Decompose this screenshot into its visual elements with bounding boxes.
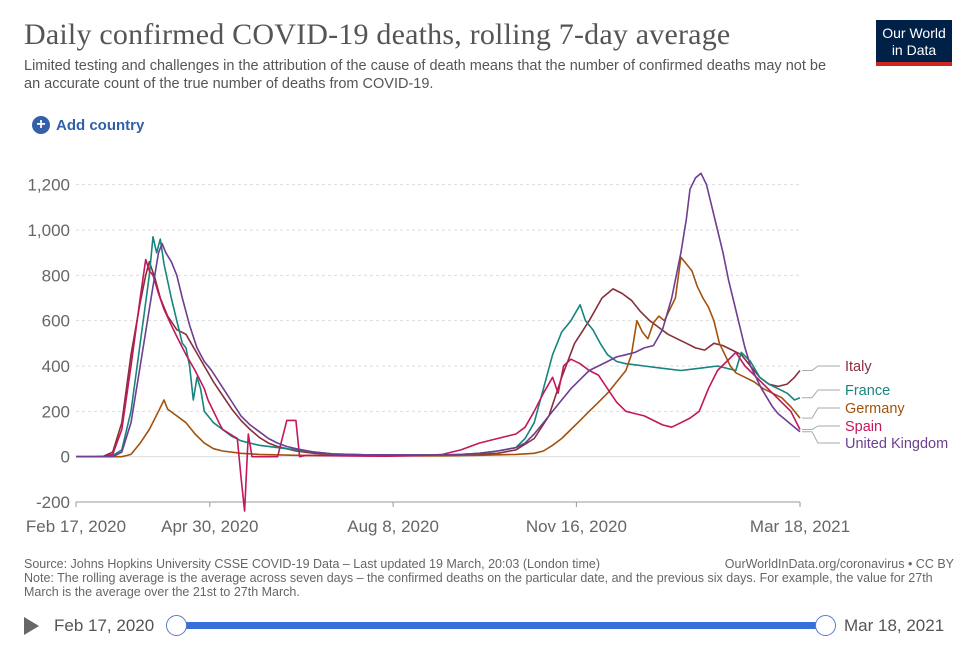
y-tick-label: -200 — [36, 493, 70, 512]
chart-subtitle: Limited testing and challenges in the at… — [24, 58, 827, 92]
legend-connector — [802, 431, 840, 444]
plus-circle-icon: + — [32, 116, 50, 134]
y-tick-label: 0 — [61, 448, 70, 467]
source-text: Source: Johns Hopkins University CSSE CO… — [24, 557, 600, 571]
legend-label-germany: Germany — [845, 401, 905, 417]
owid-logo[interactable]: Our World in Data — [876, 20, 952, 66]
x-tick-label: Feb 17, 2020 — [26, 517, 126, 536]
legend-connector — [802, 407, 840, 419]
timeline-start-handle[interactable] — [166, 615, 187, 636]
timeline-start-label: Feb 17, 2020 — [54, 616, 155, 635]
legend-label-united-kingdom: United Kingdom — [845, 436, 948, 452]
timeline-end-handle[interactable] — [815, 615, 836, 636]
play-icon[interactable] — [24, 617, 39, 635]
y-tick-label: 800 — [42, 266, 70, 285]
legend-label-spain: Spain — [845, 419, 882, 435]
y-tick-label: 1,200 — [27, 176, 70, 195]
series-line-italy — [76, 260, 801, 458]
timeline-slider[interactable]: Feb 17, 2020 Mar 18, 2021 — [24, 612, 954, 640]
timeline-end-label: Mar 18, 2021 — [844, 616, 945, 635]
chart-title: Daily confirmed COVID-19 deaths, rolling… — [24, 18, 731, 51]
add-country-button[interactable]: + Add country — [32, 116, 144, 134]
x-tick-label: Mar 18, 2021 — [750, 517, 850, 536]
series-line-germany — [76, 256, 801, 458]
legend-label-france: France — [845, 383, 890, 399]
legend-connector — [802, 365, 840, 372]
y-tick-label: 1,000 — [27, 221, 70, 240]
chart-footer: Source: Johns Hopkins University CSSE CO… — [24, 557, 954, 599]
legend-connector — [802, 425, 840, 430]
line-chart: -200 0 200 400 600 800 1,000 1,200 Feb 17, 2020 A… — [26, 172, 948, 536]
add-country-label: Add country — [56, 116, 145, 134]
x-tick-label: Apr 30, 2020 — [161, 517, 258, 536]
logo-line-2: in Data — [891, 42, 937, 58]
y-tick-label: 400 — [42, 357, 70, 376]
legend-connector — [802, 389, 840, 399]
credit-link[interactable]: OurWorldInData.org/coronavirus • CC BY — [724, 557, 954, 571]
y-tick-label: 200 — [42, 402, 70, 421]
x-tick-label: Aug 8, 2020 — [347, 517, 439, 536]
series-line-spain — [76, 258, 801, 512]
timeline-track[interactable] — [176, 622, 826, 629]
x-tick-label: Nov 16, 2020 — [526, 517, 627, 536]
series-line-united-kingdom — [76, 172, 801, 458]
note-text: Note: The rolling average is the average… — [24, 571, 933, 599]
logo-line-1: Our World — [882, 25, 946, 41]
legend-label-italy: Italy — [845, 359, 872, 375]
y-tick-label: 600 — [42, 312, 70, 331]
